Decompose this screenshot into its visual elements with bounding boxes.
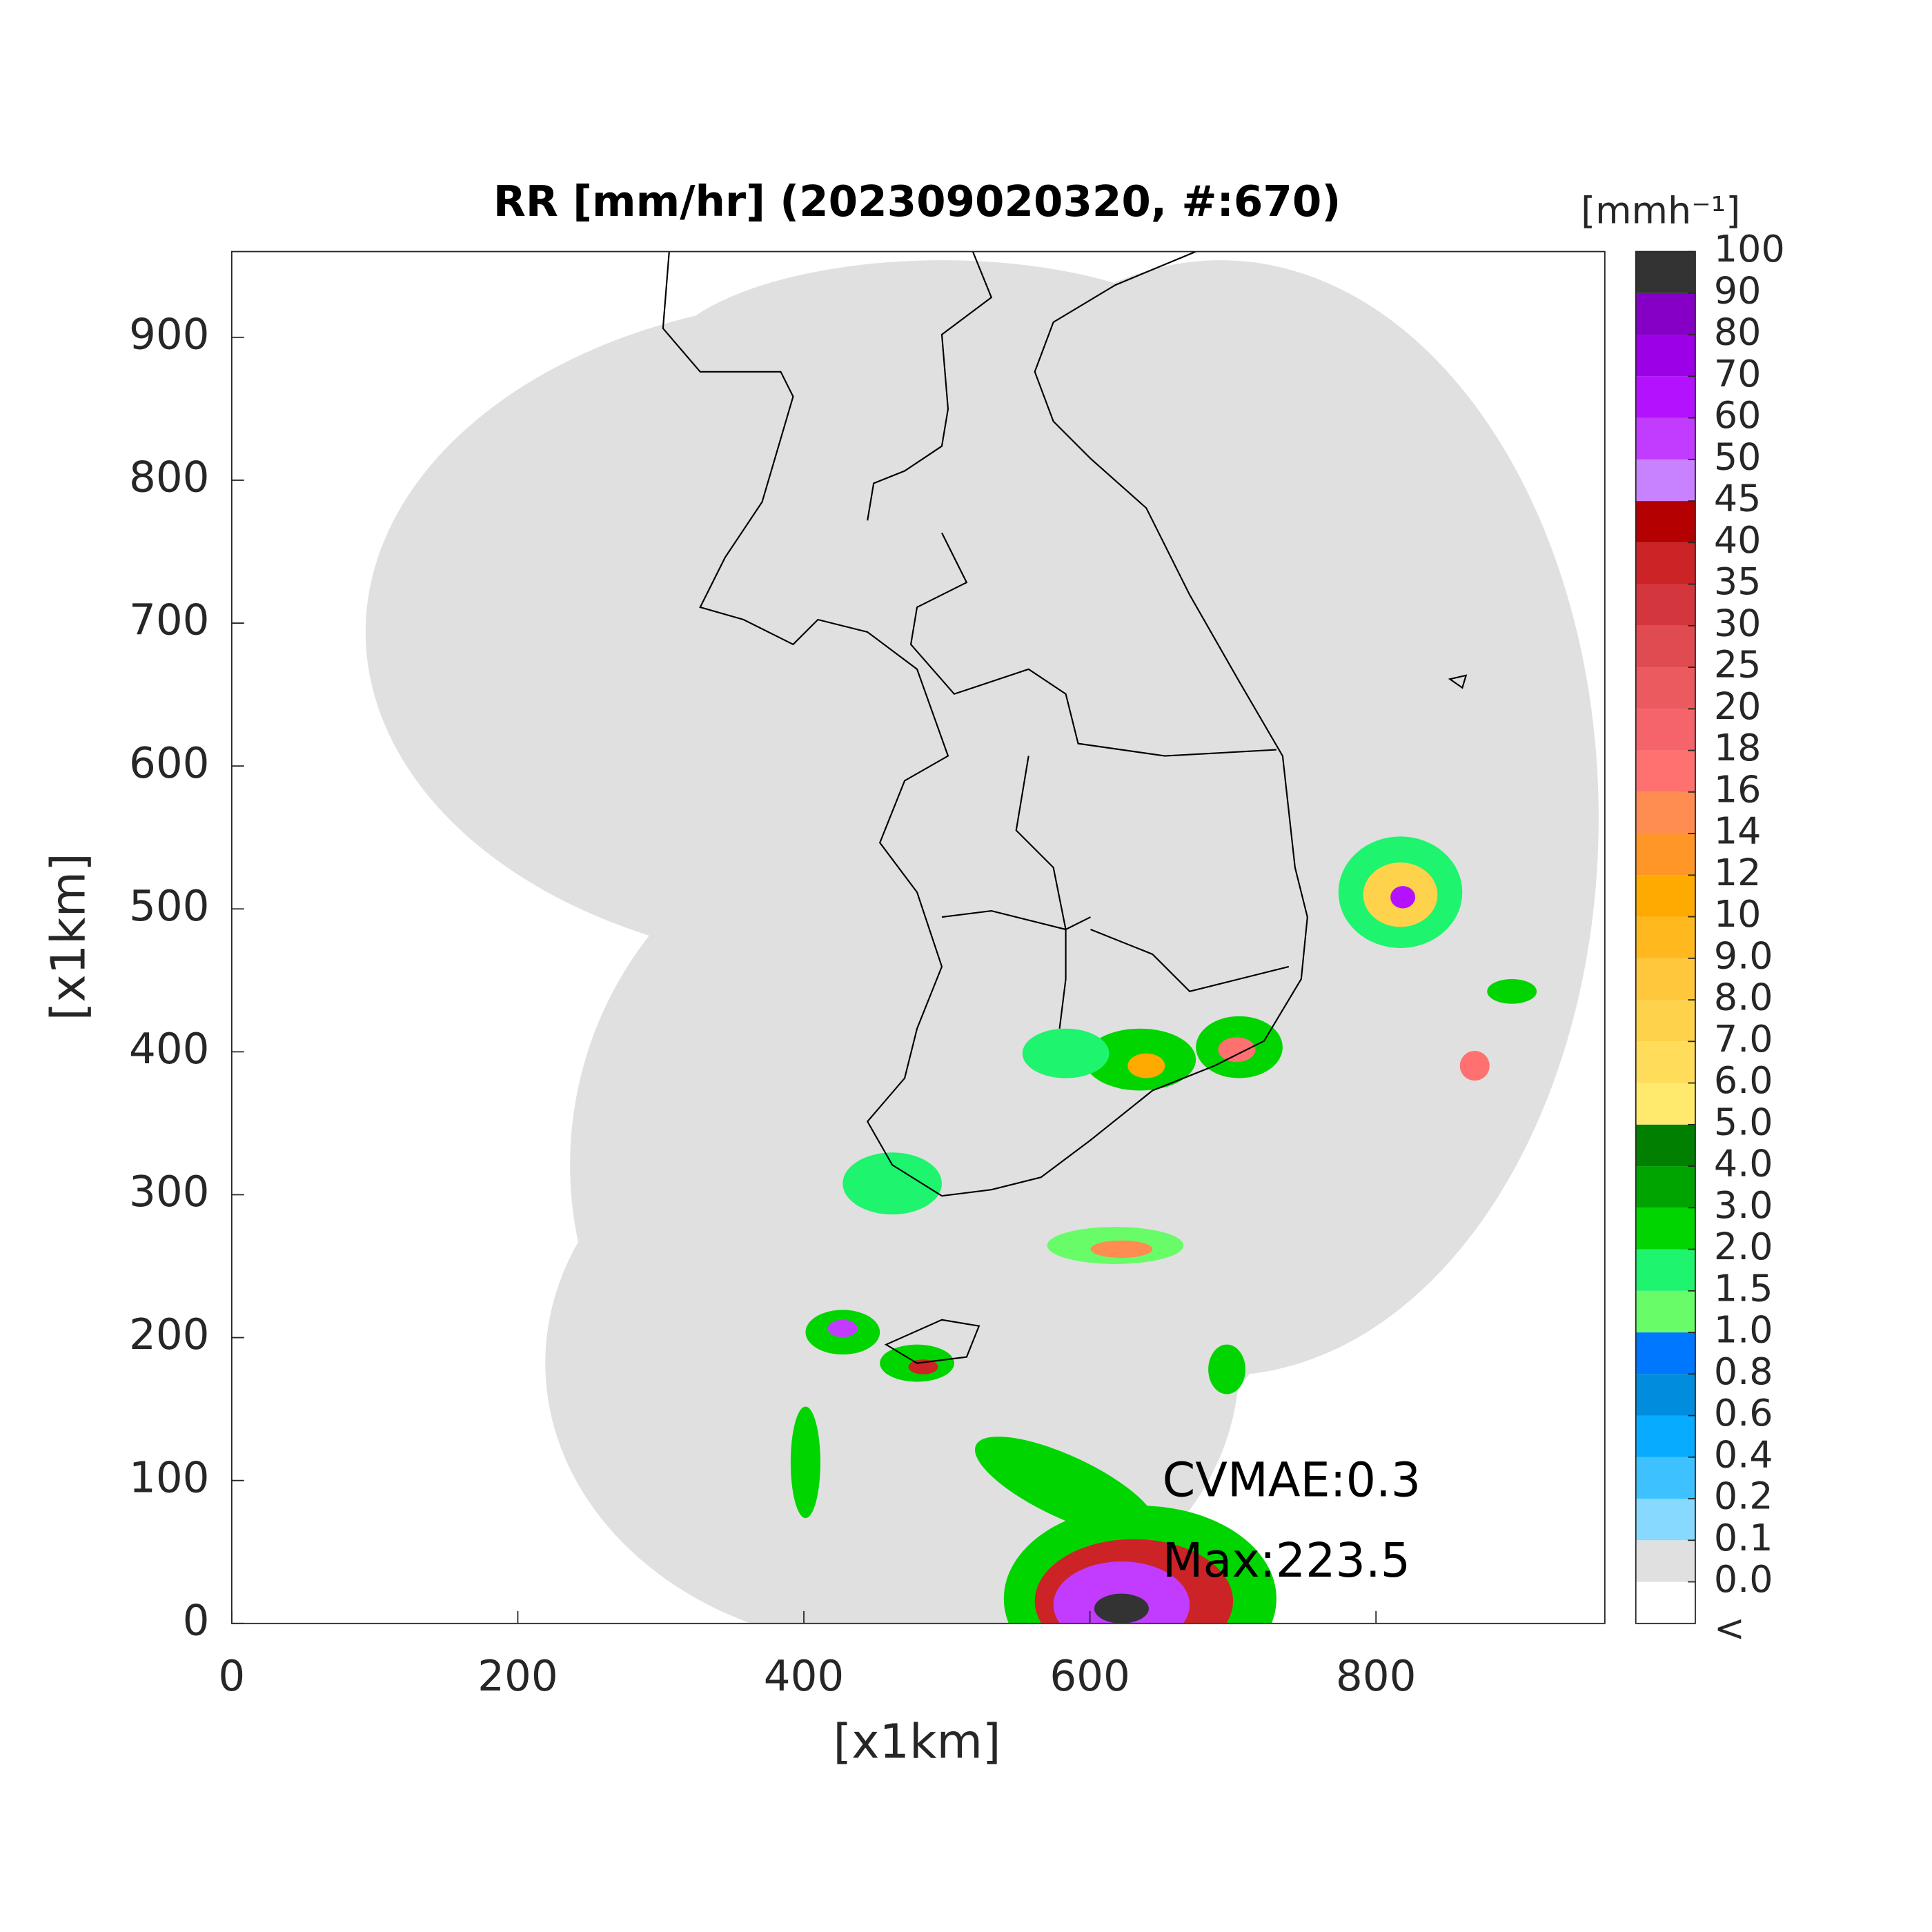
colorbar-tick-label: 2.0 (1714, 1225, 1773, 1268)
colorbar-tick-label: 3.0 (1714, 1183, 1773, 1227)
colorbar-segment (1635, 1249, 1695, 1291)
colorbar-tick-label: 16 (1714, 767, 1762, 811)
y-tick-label: 800 (129, 453, 210, 502)
colorbar-segment (1635, 709, 1695, 751)
colorbar-tick-label: 0.2 (1714, 1475, 1773, 1518)
colorbar-segment (1635, 417, 1695, 460)
colorbar-segment (1635, 958, 1695, 1000)
colorbar-segment (1635, 584, 1695, 626)
colorbar-tick-label: 45 (1714, 477, 1762, 520)
colorbar-tick-label: 0.0 (1714, 1557, 1773, 1601)
annotation: CVMAE:0.3 (1163, 1453, 1421, 1508)
colorbar-tick-label: 20 (1714, 684, 1762, 728)
colorbar-segment (1635, 791, 1695, 834)
colorbar-segment (1635, 1000, 1695, 1042)
x-tick-label: 400 (764, 1652, 845, 1701)
y-tick-label: 900 (129, 310, 210, 359)
colorbar-segment (1635, 1457, 1695, 1499)
plot-frame (230, 250, 1606, 1624)
boundaries (662, 251, 1468, 1364)
colorbar-segment (1635, 501, 1695, 543)
colorbar-tick-label: 40 (1714, 518, 1762, 562)
precipitation (790, 836, 1537, 1624)
colorbar-tick-label: 25 (1714, 643, 1762, 687)
colorbar-segment (1635, 1208, 1695, 1250)
colorbar-segment (1635, 1083, 1695, 1125)
colorbar-tick-label: 30 (1714, 601, 1762, 644)
x-tick-label: 0 (218, 1652, 245, 1701)
colorbar-tick-label: 60 (1714, 393, 1762, 437)
colorbar-segment (1635, 459, 1695, 502)
colorbar-tick-label: 7.0 (1714, 1017, 1773, 1061)
colorbar-segment (1635, 1166, 1695, 1208)
colorbar-segment (1635, 750, 1695, 792)
colorbar-tick-label: 5.0 (1714, 1100, 1773, 1143)
colorbar-segment (1635, 335, 1695, 377)
colorbar-tick-label: 8.0 (1714, 976, 1773, 1019)
colorbar-segment (1635, 293, 1695, 335)
colorbar-segment (1635, 1332, 1695, 1374)
colorbar-tick-label: 6.0 (1714, 1058, 1773, 1102)
y-tick-label: 600 (129, 739, 210, 788)
colorbar-tick-label: 9.0 (1714, 934, 1773, 977)
colorbar-segment (1635, 1041, 1695, 1083)
colorbar-tick-label: 4.0 (1714, 1142, 1773, 1185)
colorbar-tick-label: < (1714, 1606, 1745, 1650)
x-tick-label: 200 (477, 1652, 558, 1701)
y-axis-label: [x1km] (42, 853, 97, 1021)
colorbar-segment (1635, 542, 1695, 584)
radar-field (365, 251, 1599, 1624)
colorbar-segment (1635, 625, 1695, 668)
x-tick-label: 800 (1336, 1652, 1417, 1701)
colorbar-tick-label: 18 (1714, 726, 1762, 769)
y-tick-label: 500 (129, 882, 210, 931)
y-tick-label: 0 (183, 1596, 210, 1645)
colorbar-tick-label: 14 (1714, 809, 1762, 853)
colorbar-tick-label: 0.8 (1714, 1350, 1773, 1393)
colorbar-segment (1635, 251, 1695, 293)
colorbar-segment (1635, 667, 1695, 709)
colorbar-segment (1635, 1124, 1695, 1167)
colorbar-segment (1635, 1540, 1695, 1582)
y-tick-label: 100 (129, 1453, 210, 1502)
colorbar-segment (1635, 875, 1695, 917)
colorbar-segment (1635, 1374, 1695, 1416)
x-tick-label: 600 (1049, 1652, 1130, 1701)
colorbar-tick-label: 50 (1714, 435, 1762, 478)
colorbar-tick-label: 1.5 (1714, 1266, 1773, 1310)
y-tick-label: 700 (129, 596, 210, 645)
colorbar-segment (1635, 916, 1695, 958)
colorbar-segment (1635, 1581, 1695, 1624)
colorbar-tick-label: 70 (1714, 352, 1762, 395)
colorbar-tick-label: 100 (1714, 227, 1785, 270)
colorbar-tick-label: 35 (1714, 560, 1762, 603)
colorbar-tick-label: 0.1 (1714, 1516, 1773, 1559)
annotation: Max:223.5 (1163, 1534, 1410, 1588)
colorbar-segment (1635, 834, 1695, 876)
colorbar-frame (1635, 250, 1696, 1624)
colorbar-tick-label: 10 (1714, 892, 1762, 936)
colorbar-title: [mmh⁻¹] (1581, 189, 1740, 233)
colorbar-tick-label: 12 (1714, 851, 1762, 894)
colorbar-segment (1635, 1415, 1695, 1457)
colorbar-tick-label: 90 (1714, 268, 1762, 312)
y-tick-label: 400 (129, 1025, 210, 1074)
colorbar-segment (1635, 1499, 1695, 1541)
colorbar-tick-label: 0.4 (1714, 1432, 1773, 1476)
y-tick-label: 300 (129, 1167, 210, 1216)
colorbar-segment (1635, 1290, 1695, 1333)
chart-title: RR [mm/hr] (202309020320, #:670) (493, 177, 1341, 226)
colorbar-segment (1635, 376, 1695, 418)
y-tick-label: 200 (129, 1310, 210, 1359)
colorbar-tick-label: 0.6 (1714, 1391, 1773, 1435)
x-axis-label: [x1km] (834, 1715, 1001, 1769)
colorbar-tick-label: 80 (1714, 310, 1762, 354)
colorbar-tick-label: 1.0 (1714, 1308, 1773, 1352)
